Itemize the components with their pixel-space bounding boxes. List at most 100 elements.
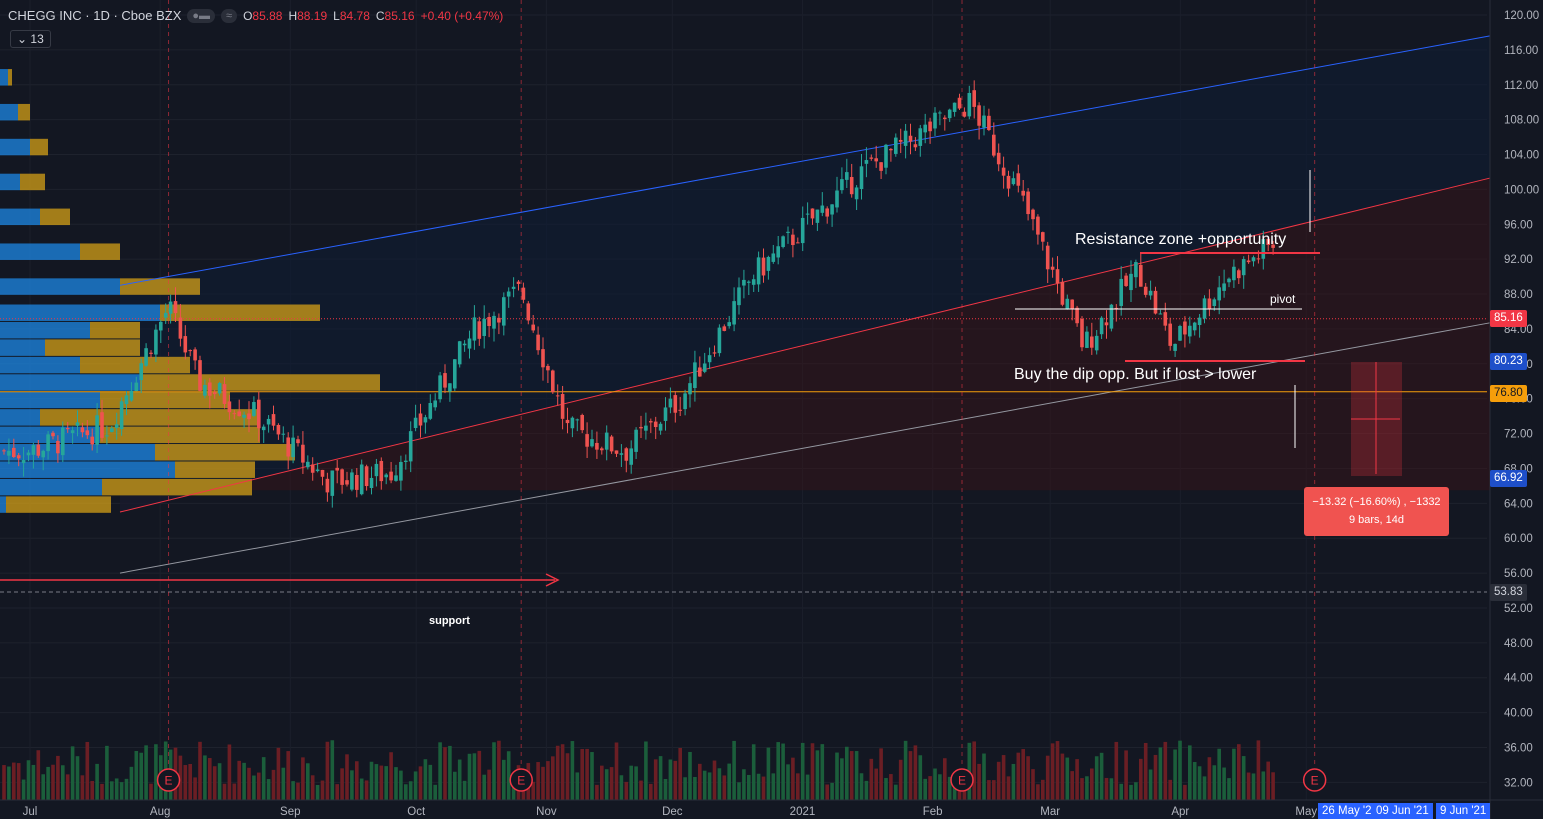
chevron-down-icon: ⌄: [17, 32, 28, 46]
volume-bar: [423, 759, 428, 800]
vp-down-bar-9: [45, 339, 140, 356]
high-value: 88.19: [297, 9, 328, 23]
volume-bar: [310, 775, 315, 800]
time-tick-label-1: Aug: [150, 806, 170, 818]
candle-body: [815, 209, 820, 223]
candle-body: [399, 461, 403, 481]
volume-bar: [257, 772, 261, 800]
candle-body: [933, 112, 937, 129]
compare-icon[interactable]: ≈: [221, 8, 238, 23]
volume-bar: [849, 751, 854, 800]
candle-body: [355, 474, 359, 490]
candle-body: [624, 448, 629, 461]
volume-bar: [992, 780, 996, 800]
volume-bar: [835, 752, 839, 800]
volume-bar: [766, 747, 771, 800]
candle-body: [693, 362, 697, 389]
earnings-label-0: E: [165, 774, 173, 788]
volume-bar: [41, 774, 45, 800]
volume-bar: [707, 772, 712, 800]
candle-body: [237, 411, 241, 417]
vp-up-bar-7: [0, 304, 160, 321]
candle-body: [663, 407, 668, 421]
candle-body: [457, 341, 462, 365]
candle-body: [80, 427, 85, 433]
symbol-title[interactable]: CHEGG INC · 1D · Cboe BZX: [8, 8, 182, 23]
candle-body: [722, 326, 727, 331]
candle-body: [232, 413, 237, 415]
vp-up-bar-0: [0, 69, 8, 86]
candle-body: [653, 421, 658, 428]
candle-body: [139, 363, 143, 381]
candle-body: [301, 444, 305, 463]
volume-bar: [443, 747, 447, 800]
candle-body: [1139, 264, 1143, 287]
candle-body: [1114, 307, 1119, 309]
candle-body: [874, 158, 878, 162]
volume-bar: [663, 778, 668, 800]
candle-body: [61, 427, 65, 456]
candle-body: [869, 157, 874, 159]
candle-body: [359, 464, 364, 495]
volume-bar: [85, 741, 90, 800]
candle-body: [570, 417, 575, 429]
volume-bar: [1237, 744, 1241, 800]
indicator-collapse-button[interactable]: ⌄ 13: [10, 30, 51, 48]
volume-bar: [1256, 740, 1261, 800]
visibility-toggle[interactable]: ●▬: [187, 8, 216, 23]
candle-body: [384, 474, 388, 478]
volume-bar: [575, 772, 580, 800]
volume-bar: [737, 782, 741, 800]
channel-upper-line: [119, 35, 1491, 286]
volume-bar: [119, 782, 124, 800]
vp-up-bar-9: [0, 339, 45, 356]
resistance-annotation[interactable]: Resistance zone +opportunity: [1075, 231, 1287, 248]
volume-bar: [144, 745, 148, 800]
candle-body: [129, 390, 134, 401]
support-annotation[interactable]: support: [429, 615, 470, 627]
volume-bars: [2, 740, 1275, 800]
volume-bar: [467, 753, 472, 800]
candle-body: [761, 257, 766, 276]
candle-body: [756, 257, 761, 285]
volume-bar: [413, 771, 418, 800]
candle-body: [1148, 290, 1153, 296]
candle-body: [369, 477, 374, 488]
vp-down-bar-0: [8, 69, 12, 86]
pivot-annotation[interactable]: pivot: [1270, 292, 1296, 306]
candle-body: [413, 417, 418, 429]
candle-body: [859, 166, 864, 190]
candle-body: [178, 317, 183, 339]
volume-bar: [604, 769, 609, 800]
vp-down-bar-3: [20, 173, 45, 191]
candle-body: [644, 425, 648, 431]
candle-body: [521, 287, 526, 300]
volume-bar: [1188, 745, 1192, 800]
candle-body: [609, 436, 614, 452]
volume-bar: [781, 743, 785, 800]
volume-bar: [399, 770, 403, 800]
volume-bar: [65, 774, 70, 800]
buy-dip-annotation[interactable]: Buy the dip opp. But if lost > lower: [1014, 366, 1257, 383]
candle-body: [217, 383, 222, 394]
candle-body: [820, 205, 825, 213]
candle-body: [531, 324, 535, 331]
volume-bar: [149, 783, 153, 800]
volume-bar: [1026, 756, 1030, 800]
vp-down-bar-7: [160, 304, 320, 321]
vp-down-bar-14: [100, 426, 260, 444]
price-tick-label-8: 88.00: [1504, 289, 1533, 301]
candle-body: [105, 435, 109, 437]
vp-up-bar-16: [0, 461, 175, 478]
candle-body: [1143, 286, 1148, 295]
time-axis[interactable]: Jul Aug Sep Oct Nov Dec 2021 Feb Mar Apr May: [0, 799, 1543, 818]
volume-bar: [791, 757, 795, 800]
volume-bar: [1143, 743, 1148, 800]
volume-bar: [56, 755, 60, 800]
candle-body: [1026, 191, 1030, 215]
candle-body: [1217, 287, 1221, 301]
candle-body: [575, 419, 580, 421]
support-arrowhead: [545, 573, 560, 587]
